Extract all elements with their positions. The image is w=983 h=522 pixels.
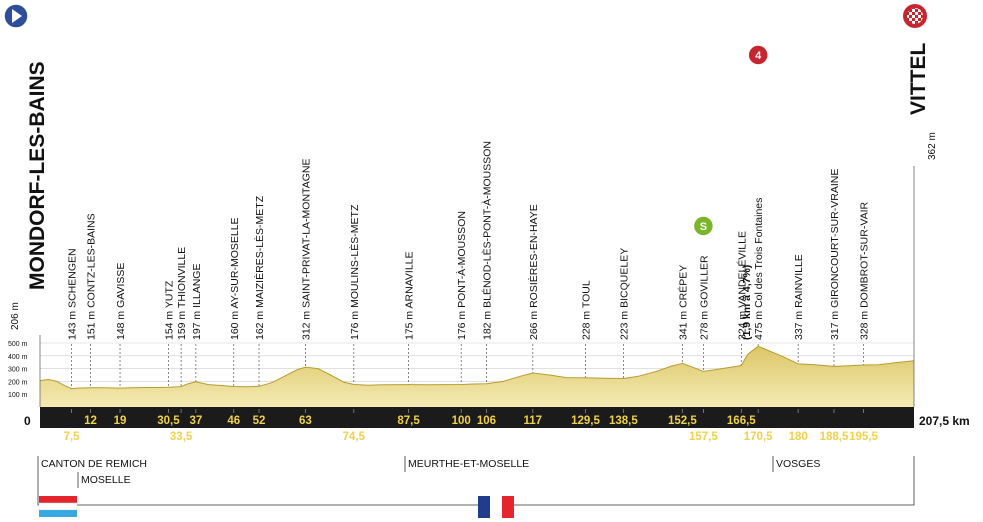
- luxembourg-flag-icon: [38, 496, 78, 517]
- place-label: 176 m MOULINS-LÈS-METZ: [348, 204, 361, 340]
- km-tick-label: 195,5: [849, 431, 878, 443]
- km-tick-label: 30,5: [157, 415, 180, 427]
- climb-detail-label: (1,9 km à 4,7%): [741, 265, 753, 340]
- place-label: 197 m ILLANGE: [191, 264, 203, 340]
- km-tick-label: 106: [477, 415, 496, 427]
- place-label: 328 m DOMBROT-SUR-VAIR: [858, 202, 870, 340]
- region-label: MEURTHE-ET-MOSELLE: [408, 458, 529, 470]
- km-tick-label: 63: [299, 415, 312, 427]
- region-label: MOSELLE: [81, 474, 131, 486]
- place-label: 223 m BICQUELEY: [618, 248, 630, 340]
- km-tick-label: 33,5: [170, 431, 193, 443]
- km-tick-label: 166,5: [727, 415, 756, 427]
- y-tick-label: 300 m: [8, 367, 28, 374]
- km-tick-label: 170,5: [744, 431, 773, 443]
- km-tick-label: 188,5: [820, 431, 849, 443]
- km-tick-label: 37: [189, 415, 202, 427]
- place-label: 317 m GIRONCOURT-SUR-VRAINE: [829, 169, 841, 340]
- play-triangle-icon: [12, 9, 22, 23]
- finish-altitude: 362 m: [927, 132, 938, 160]
- france-flag-icon: [478, 496, 514, 518]
- flag-stripe: [478, 496, 490, 518]
- km-tick-label: 129,5: [571, 415, 600, 427]
- zero-km-label: 0: [24, 414, 31, 428]
- y-tick-label: 500 m: [8, 341, 28, 348]
- start-marker: [3, 3, 29, 29]
- place-label: 341 m CRÉPEY: [676, 265, 689, 340]
- flag-stripe: [502, 496, 514, 518]
- y-tick-label: 400 m: [8, 354, 28, 361]
- distance-tick-labels: 7,512 19 30,5 33,5 37 46 52 63 74,5 87,5 100 106 117…: [64, 409, 878, 443]
- y-tick-label: 200 m: [8, 379, 28, 386]
- km-tick-label: 157,5: [689, 431, 718, 443]
- km-tick-label: 19: [114, 415, 127, 427]
- sprint-icon: [692, 215, 715, 237]
- km-tick-label: 87,5: [397, 415, 420, 427]
- sprint-marker: S: [692, 215, 715, 237]
- place-label: 154 m YUTZ: [163, 280, 175, 340]
- km-tick-label: 7,5: [64, 431, 81, 443]
- place-label: 266 m ROSIÈRES-EN-HAYE: [527, 204, 540, 340]
- region-labels: CANTON DE REMICH MOSELLE MEURTHE-ET-MOSELL…: [37, 456, 915, 506]
- flag-stripe: [39, 510, 77, 517]
- place-label: 176 m PONT-À-MOUSSON: [455, 211, 468, 340]
- place-label: 151 m CONTZ-LES-BAINS: [86, 213, 98, 340]
- sprint-label: S: [700, 221, 707, 233]
- finish-marker: [903, 4, 927, 28]
- region-label: CANTON DE REMICH: [41, 458, 147, 470]
- finish-town-name: VITTEL: [907, 42, 930, 115]
- place-label: 475 m Col des Trois Fontaines: [753, 198, 765, 340]
- km-tick-label: 52: [253, 415, 266, 427]
- flag-stripe: [490, 496, 502, 518]
- place-label: 182 m BLÉNOD-LÈS-PONT-À-MOUSSON: [480, 141, 493, 340]
- place-labels: 143 m SCHENGEN 151 m CONTZ-LES-BAINS 148 m…: [67, 141, 871, 340]
- place-label: 312 m SAINT-PRIVAT-LA-MONTAGNE: [300, 159, 312, 340]
- place-label: 162 m MAIZIÈRES-LÈS-METZ: [253, 195, 266, 340]
- climb-category-label: 4: [755, 50, 762, 62]
- km-tick-label: 138,5: [609, 415, 638, 427]
- climb-marker: 4: [747, 44, 769, 66]
- route-bracket: [37, 456, 915, 506]
- place-label: 143 m SCHENGEN: [67, 248, 79, 340]
- km-tick-label: 74,5: [343, 431, 366, 443]
- elevation-profile-area: [40, 346, 914, 407]
- km-tick-label: 100: [452, 415, 471, 427]
- km-tick-label: 46: [227, 415, 240, 427]
- start-town-name: MONDORF-LES-BAINS: [26, 61, 49, 290]
- y-tick-label: 100 m: [8, 392, 28, 399]
- place-label: 148 m GAVISSE: [115, 263, 127, 340]
- climb-category-icon: [747, 44, 769, 66]
- place-label: 228 m TOUL: [580, 280, 592, 340]
- km-tick-label: 152,5: [668, 415, 697, 427]
- km-tick-label: 12: [84, 415, 97, 427]
- km-tick-label: 117: [524, 415, 543, 427]
- elevation-profile-line: [39, 345, 915, 390]
- place-label: 159 m THIONVILLE: [176, 247, 188, 340]
- place-label: 337 m RAINVILLE: [793, 254, 805, 340]
- total-distance-label: 207,5 km: [919, 414, 970, 428]
- km-tick-label: 180: [789, 431, 808, 443]
- region-label: VOSGES: [776, 458, 820, 470]
- altitude-axis: 100 m 200 m 300 m 400 m 500 m: [8, 341, 28, 399]
- place-label: 160 m AY-SUR-MOSELLE: [229, 217, 241, 340]
- start-altitude: 206 m: [10, 302, 21, 330]
- flag-stripe: [38, 502, 78, 511]
- flag-stripe: [39, 496, 77, 503]
- place-label: 278 m GOVILLER: [698, 255, 710, 340]
- checkered-flag-icon: [907, 8, 923, 24]
- distance-band: [40, 407, 914, 428]
- place-label: 324 m VANDELÉVILLE: [735, 231, 748, 340]
- place-label: 175 m ARNAVILLE: [404, 251, 416, 340]
